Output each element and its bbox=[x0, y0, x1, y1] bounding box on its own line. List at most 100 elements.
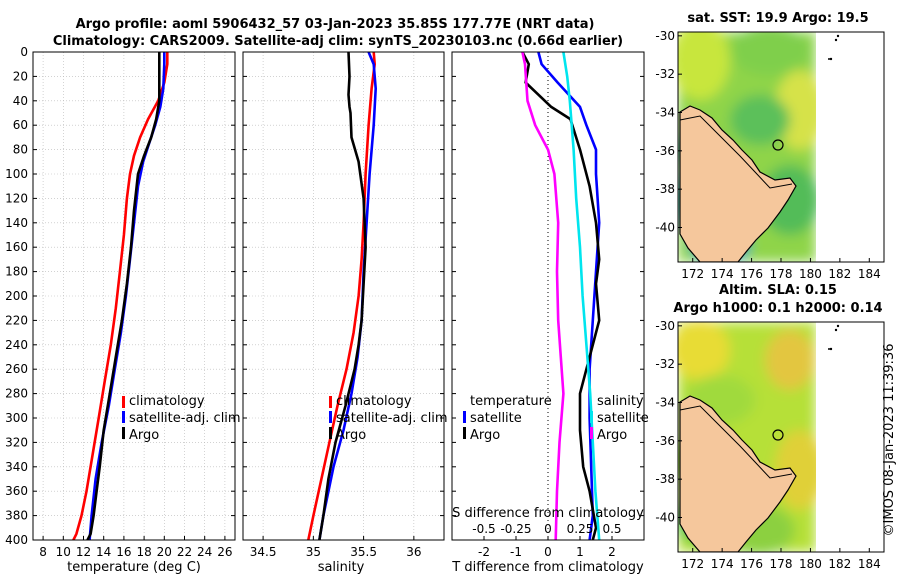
sst-argo-location-marker bbox=[772, 139, 784, 151]
depth-axis-labels: 0 20 40 60 80 100 120 140 160 180 200 220 240 260 280 3… bbox=[5, 45, 28, 547]
legend-label-temp-argo: Argo bbox=[470, 428, 500, 443]
x-tick-label: 35.5 bbox=[350, 545, 377, 559]
depth-tick-label: 340 bbox=[5, 460, 28, 474]
x2-tick-label: 0 bbox=[544, 522, 552, 536]
x-tick-label: 18 bbox=[136, 545, 151, 559]
depth-tick-label: 220 bbox=[5, 313, 28, 327]
x-tick-label: 16 bbox=[116, 545, 131, 559]
legend-swatch-temp-argo bbox=[463, 427, 466, 439]
map-x-tick-label: 178 bbox=[770, 557, 793, 571]
map-x-tick-label: 176 bbox=[740, 557, 763, 571]
x-tick-label: 26 bbox=[217, 545, 232, 559]
legend-swatch-sal-satellite bbox=[590, 411, 593, 423]
legend-header-salinity: salinity bbox=[597, 394, 644, 409]
difference-panel: S difference from climatology -0.5 -0.25 0… bbox=[451, 51, 649, 575]
salinity-legend: climatology satellite-adj. clim Argo bbox=[329, 394, 448, 443]
difference-lines bbox=[521, 52, 601, 540]
sst-map-title: sat. SST: 19.9 Argo: 19.5 bbox=[687, 11, 868, 26]
depth-tick-label: 20 bbox=[13, 69, 28, 83]
legend-swatch-argo bbox=[329, 427, 332, 439]
sla-no-data-region bbox=[816, 322, 884, 552]
x2-tick-label: 0.25 bbox=[567, 522, 594, 536]
legend-swatch-temp-satellite bbox=[463, 411, 466, 423]
legend-swatch-satellite bbox=[122, 411, 125, 423]
legend-label-satellite: satellite-adj. clim bbox=[129, 411, 241, 426]
depth-tick-label: 200 bbox=[5, 289, 28, 303]
depth-tick-label: 160 bbox=[5, 240, 28, 254]
depth-tick-label: 0 bbox=[20, 45, 28, 59]
map-y-tick-label: -34 bbox=[655, 396, 675, 410]
x-tick-label: 34.5 bbox=[250, 545, 277, 559]
series-line-argo bbox=[318, 52, 367, 540]
x2-tick-label: 0.5 bbox=[602, 522, 621, 536]
legend-swatch-argo bbox=[122, 427, 125, 439]
salinity-xlabel: salinity bbox=[318, 560, 365, 575]
x-tick-label: -2 bbox=[478, 545, 490, 559]
x-tick-label: 24 bbox=[197, 545, 212, 559]
map-x-tick-label: 182 bbox=[828, 267, 851, 281]
sst-map: 172 174 176 178 180 182 184 -30 -32 -34 -36 -38 -40 bbox=[655, 29, 885, 281]
legend-swatch-sal-argo bbox=[590, 427, 593, 439]
difference-legend-salinity: salinity satellite Argo bbox=[590, 394, 649, 443]
sst-land bbox=[679, 105, 797, 262]
legend-swatch-satellite bbox=[329, 411, 332, 423]
map-y-tick-label: -30 bbox=[655, 319, 675, 333]
salinity-lines bbox=[307, 52, 378, 540]
sla-map: 172 174 176 178 180 182 184 -30 -32 -34 -36 -38 -40 bbox=[655, 319, 885, 571]
depth-tick-label: 40 bbox=[13, 94, 28, 108]
legend-swatch-climatology bbox=[122, 396, 125, 408]
legend-swatch-climatology bbox=[329, 396, 332, 408]
depth-tick-label: 400 bbox=[5, 533, 28, 547]
series-line-salinity-argo bbox=[521, 52, 565, 540]
temperature-x-ticks: 8 10 12 14 16 18 20 22 24 26 bbox=[33, 51, 235, 559]
depth-tick-label: 140 bbox=[5, 216, 28, 230]
map-x-tick-label: 172 bbox=[681, 267, 704, 281]
map-y-tick-label: -34 bbox=[655, 106, 675, 120]
map-y-tick-label: -32 bbox=[655, 67, 675, 81]
legend-label-climatology: climatology bbox=[129, 394, 205, 409]
series-line-climatology bbox=[72, 52, 169, 540]
temperature-panel: 8 10 12 14 16 18 20 22 24 26 temperature (deg C) … bbox=[32, 51, 241, 575]
x-tick-label: -1 bbox=[510, 545, 522, 559]
x2-tick-label: -0.5 bbox=[472, 522, 495, 536]
map-x-tick-label: 178 bbox=[770, 267, 793, 281]
legend-label-satellite: satellite-adj. clim bbox=[336, 411, 448, 426]
chart-title: Argo profile: aoml 5906432_57 03-Jan-202… bbox=[76, 17, 595, 32]
temperature-grid bbox=[33, 51, 235, 541]
map-y-tick-label: -38 bbox=[655, 182, 675, 196]
map-x-tick-label: 180 bbox=[799, 557, 822, 571]
sla-argo-location-marker bbox=[772, 429, 784, 441]
depth-tick-label: 180 bbox=[5, 265, 28, 279]
map-y-tick-label: -30 bbox=[655, 29, 675, 43]
depth-tick-label: 280 bbox=[5, 387, 28, 401]
depth-tick-label: 320 bbox=[5, 435, 28, 449]
map-y-tick-label: -32 bbox=[655, 357, 675, 371]
depth-tick-label: 300 bbox=[5, 411, 28, 425]
series-line-argo bbox=[86, 52, 161, 540]
difference-legend-temperature: temperature satellite Argo bbox=[463, 394, 552, 443]
legend-header-temperature: temperature bbox=[470, 394, 552, 409]
chart-subtitle: Climatology: CARS2009. Satellite-adj cli… bbox=[53, 34, 623, 49]
map-y-tick-label: -40 bbox=[655, 511, 675, 525]
map-x-tick-label: 180 bbox=[799, 267, 822, 281]
map-y-tick-label: -36 bbox=[655, 144, 675, 158]
x-tick-label: 1 bbox=[576, 545, 584, 559]
sst-map-ticks: 172 174 176 178 180 182 184 -30 -32 -34 -36 -38 -40 bbox=[655, 29, 880, 281]
sla-map-ticks: 172 174 176 178 180 182 184 -30 -32 -34 -36 -38 -40 bbox=[655, 319, 880, 571]
x-tick-label: 14 bbox=[96, 545, 111, 559]
legend-label-argo: Argo bbox=[129, 428, 159, 443]
sla-land bbox=[679, 395, 797, 552]
map-x-tick-label: 174 bbox=[711, 267, 734, 281]
x-tick-label: 36 bbox=[406, 545, 421, 559]
x-tick-label: 12 bbox=[76, 545, 91, 559]
depth-tick-label: 100 bbox=[5, 167, 28, 181]
map-y-tick-label: -40 bbox=[655, 221, 675, 235]
series-line-climatology bbox=[307, 52, 377, 540]
salinity-difference-x-ticks: -0.5 -0.25 0 0.25 0.5 bbox=[472, 522, 621, 536]
x-tick-label: 2 bbox=[608, 545, 616, 559]
imos-timestamp: ©IMOS 08-Jan-2023 11:39:36 bbox=[882, 344, 897, 537]
legend-label-temp-satellite: satellite bbox=[470, 411, 522, 426]
series-line-temperature-argo bbox=[521, 52, 601, 540]
sla-map-title: Altim. SLA: 0.15 bbox=[719, 283, 837, 298]
depth-tick-label: 380 bbox=[5, 509, 28, 523]
